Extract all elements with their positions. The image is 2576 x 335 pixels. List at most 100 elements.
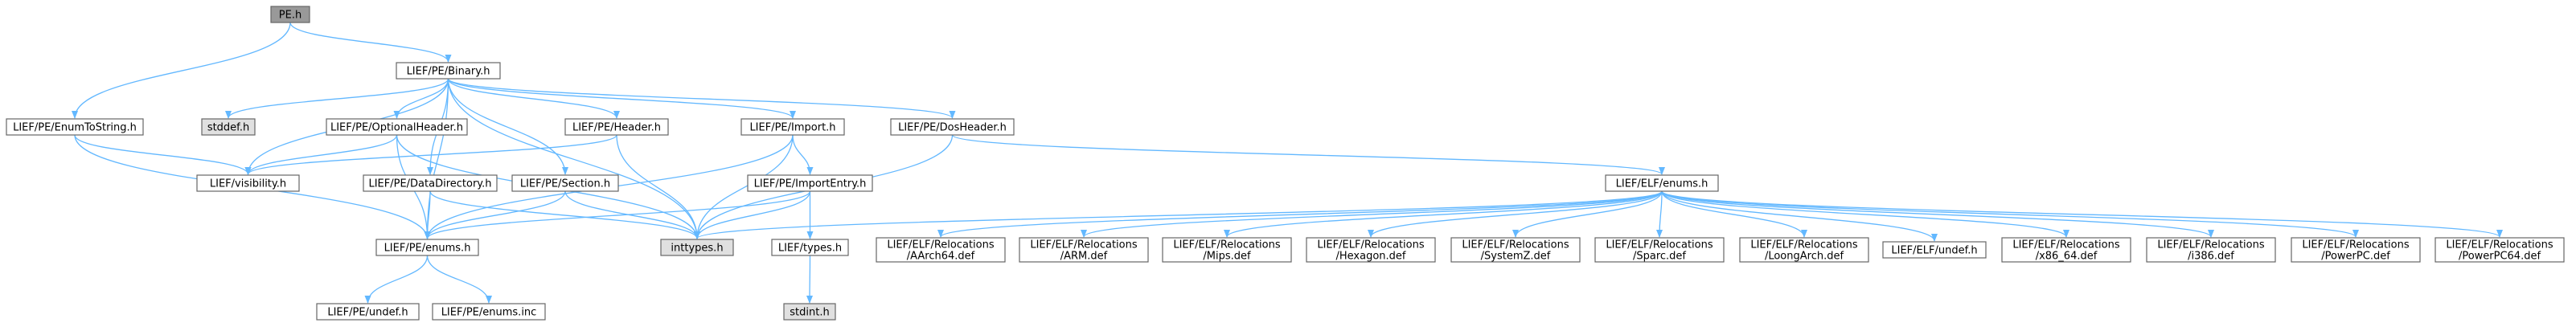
node-importentry-h[interactable]: LIEF/PE/ImportEntry.h bbox=[747, 174, 873, 192]
node-enumtostring-h[interactable]: LIEF/PE/EnumToString.h bbox=[6, 118, 144, 136]
node-label: LIEF/PE/DosHeader.h bbox=[898, 122, 1007, 134]
node-label: LIEF/PE/enums.h bbox=[384, 243, 471, 255]
node-rel-arm[interactable]: LIEF/ELF/Relocations/ARM.def bbox=[1019, 237, 1149, 263]
edge-elf_enums_h-to-inttypes_h bbox=[694, 190, 1663, 239]
edge-importentry_h-to-pe_enums_h bbox=[424, 190, 811, 239]
edge-header_h-to-inttypes_h bbox=[616, 134, 700, 239]
node-label: LIEF/ELF/enums.h bbox=[1616, 178, 1708, 190]
node-label: LIEF/ELF/Relocations bbox=[2302, 239, 2409, 251]
node-label: LIEF/PE/undef.h bbox=[327, 307, 408, 319]
edge-section_h-to-pe_enums_h bbox=[424, 190, 566, 239]
node-pe-enums-inc[interactable]: LIEF/PE/enums.inc bbox=[432, 303, 546, 321]
node-box bbox=[740, 118, 845, 136]
node-label: LIEF/PE/Import.h bbox=[749, 122, 835, 134]
edge-elf_enums_h-to-rel_powerpc64 bbox=[1661, 190, 2503, 238]
node-label: /Hexagon.def bbox=[1336, 251, 1406, 263]
node-box bbox=[771, 239, 849, 256]
edge-section_h-to-inttypes_h bbox=[564, 190, 700, 239]
node-box bbox=[660, 239, 734, 256]
node-label: /SystemZ.def bbox=[1481, 251, 1551, 263]
node-label: LIEF/visibility.h bbox=[210, 178, 286, 190]
node-label: LIEF/PE/Header.h bbox=[572, 122, 661, 134]
node-box bbox=[1162, 237, 1292, 263]
node-box bbox=[432, 303, 546, 321]
edge-elf_enums_h-to-elf_undef_h bbox=[1661, 190, 1938, 242]
node-rel-x86-64[interactable]: LIEF/ELF/Relocations/x86_64.def bbox=[2001, 237, 2131, 263]
node-types-h[interactable]: LIEF/types.h bbox=[771, 239, 849, 256]
node-datadirectory-h[interactable]: LIEF/PE/DataDirectory.h bbox=[363, 174, 498, 192]
node-box bbox=[876, 237, 1006, 263]
edge-importentry_h-to-inttypes_h bbox=[694, 190, 811, 239]
node-binary-h[interactable]: LIEF/PE/Binary.h bbox=[396, 62, 501, 80]
node-label: LIEF/ELF/Relocations bbox=[1750, 239, 1857, 251]
node-rel-i386[interactable]: LIEF/ELF/Relocations/i386.def bbox=[2146, 237, 2276, 263]
node-rel-powerpc64[interactable]: LIEF/ELF/Relocations/PowerPC64.def bbox=[2434, 237, 2565, 263]
node-label: LIEF/ELF/Relocations bbox=[887, 239, 994, 251]
node-dosheader-h[interactable]: LIEF/PE/DosHeader.h bbox=[890, 118, 1015, 136]
node-label: stddef.h bbox=[207, 122, 249, 134]
node-elf-enums-h[interactable]: LIEF/ELF/enums.h bbox=[1605, 174, 1719, 192]
edge-elf_enums_h-to-rel_loongarch bbox=[1661, 190, 1807, 238]
node-rel-powerpc[interactable]: LIEF/ELF/Relocations/PowerPC.def bbox=[2291, 237, 2421, 263]
edge-binary_h-to-dosheader_h bbox=[447, 78, 956, 119]
node-box bbox=[783, 303, 836, 321]
node-rel-loongarch[interactable]: LIEF/ELF/Relocations/LoongArch.def bbox=[1739, 237, 1869, 263]
node-box bbox=[201, 118, 256, 136]
node-rel-sparc[interactable]: LIEF/ELF/Relocations/Sparc.def bbox=[1594, 237, 1725, 263]
node-box bbox=[2001, 237, 2131, 263]
node-pe-h: PE.h bbox=[270, 6, 310, 23]
node-box bbox=[396, 62, 501, 80]
node-inttypes-h: inttypes.h bbox=[660, 239, 734, 256]
node-rel-hexagon[interactable]: LIEF/ELF/Relocations/Hexagon.def bbox=[1306, 237, 1436, 263]
node-label: LIEF/ELF/Relocations bbox=[1317, 239, 1424, 251]
node-optionalheader-h[interactable]: LIEF/PE/OptionalHeader.h bbox=[326, 118, 468, 136]
node-pe-enums-h[interactable]: LIEF/PE/enums.h bbox=[375, 239, 479, 256]
edge-pe_h-to-enumtostring_h bbox=[72, 22, 291, 119]
node-label: LIEF/ELF/Relocations bbox=[1606, 239, 1713, 251]
node-box bbox=[1594, 237, 1725, 263]
edge-datadirectory_h-to-inttypes_h bbox=[429, 190, 700, 239]
node-box bbox=[375, 239, 479, 256]
node-box bbox=[196, 174, 300, 192]
node-stdint-h: stdint.h bbox=[783, 303, 836, 321]
edge-binary_h-to-header_h bbox=[447, 78, 620, 119]
node-label: LIEF/ELF/Relocations bbox=[1462, 239, 1569, 251]
node-box bbox=[270, 6, 310, 23]
edge-enumtostring_h-to-visibility_h bbox=[74, 134, 252, 175]
node-visibility-h[interactable]: LIEF/visibility.h bbox=[196, 174, 300, 192]
node-label: LIEF/ELF/Relocations bbox=[1173, 239, 1280, 251]
node-layer: PE.h LIEF/PE/Binary.h LIEF/PE/EnumToString… bbox=[6, 6, 2565, 321]
edge-elf_enums_h-to-rel_sparc bbox=[1656, 190, 1663, 238]
edge-binary_h-to-pe_enums_h bbox=[424, 78, 449, 239]
node-box bbox=[1019, 237, 1149, 263]
node-section-h[interactable]: LIEF/PE/Section.h bbox=[511, 174, 619, 192]
node-label: LIEF/PE/OptionalHeader.h bbox=[330, 122, 463, 134]
node-label: PE.h bbox=[279, 10, 301, 22]
node-box bbox=[1306, 237, 1436, 263]
node-label: /PowerPC64.def bbox=[2459, 251, 2541, 263]
node-elf-undef-h[interactable]: LIEF/ELF/undef.h bbox=[1882, 241, 1987, 259]
node-rel-mips[interactable]: LIEF/ELF/Relocations/Mips.def bbox=[1162, 237, 1292, 263]
node-box bbox=[363, 174, 498, 192]
node-label: /ARM.def bbox=[1060, 251, 1108, 263]
node-label: inttypes.h bbox=[671, 243, 723, 255]
node-box bbox=[316, 303, 420, 321]
edge-import_h-to-inttypes_h bbox=[694, 134, 794, 239]
node-box bbox=[1882, 241, 1987, 259]
node-rel-systemz[interactable]: LIEF/ELF/Relocations/SystemZ.def bbox=[1450, 237, 1581, 263]
node-label: LIEF/PE/Section.h bbox=[520, 178, 610, 190]
node-import-h[interactable]: LIEF/PE/Import.h bbox=[740, 118, 845, 136]
edge-elf_enums_h-to-rel_powerpc bbox=[1661, 190, 2359, 238]
edge-elf_enums_h-to-rel_hexagon bbox=[1368, 190, 1663, 238]
edge-elf_enums_h-to-rel_x86_64 bbox=[1661, 190, 2069, 238]
node-pe-undef-h[interactable]: LIEF/PE/undef.h bbox=[316, 303, 420, 321]
node-label: /PowerPC.def bbox=[2321, 251, 2390, 263]
edge-elf_enums_h-to-rel_mips bbox=[1224, 190, 1663, 238]
node-label: LIEF/PE/EnumToString.h bbox=[13, 122, 137, 134]
edge-binary_h-to-optionalheader_h bbox=[393, 78, 449, 119]
node-box bbox=[1739, 237, 1869, 263]
node-rel-aarch64[interactable]: LIEF/ELF/Relocations/AArch64.def bbox=[876, 237, 1006, 263]
node-box bbox=[2291, 237, 2421, 263]
node-header-h[interactable]: LIEF/PE/Header.h bbox=[564, 118, 669, 136]
